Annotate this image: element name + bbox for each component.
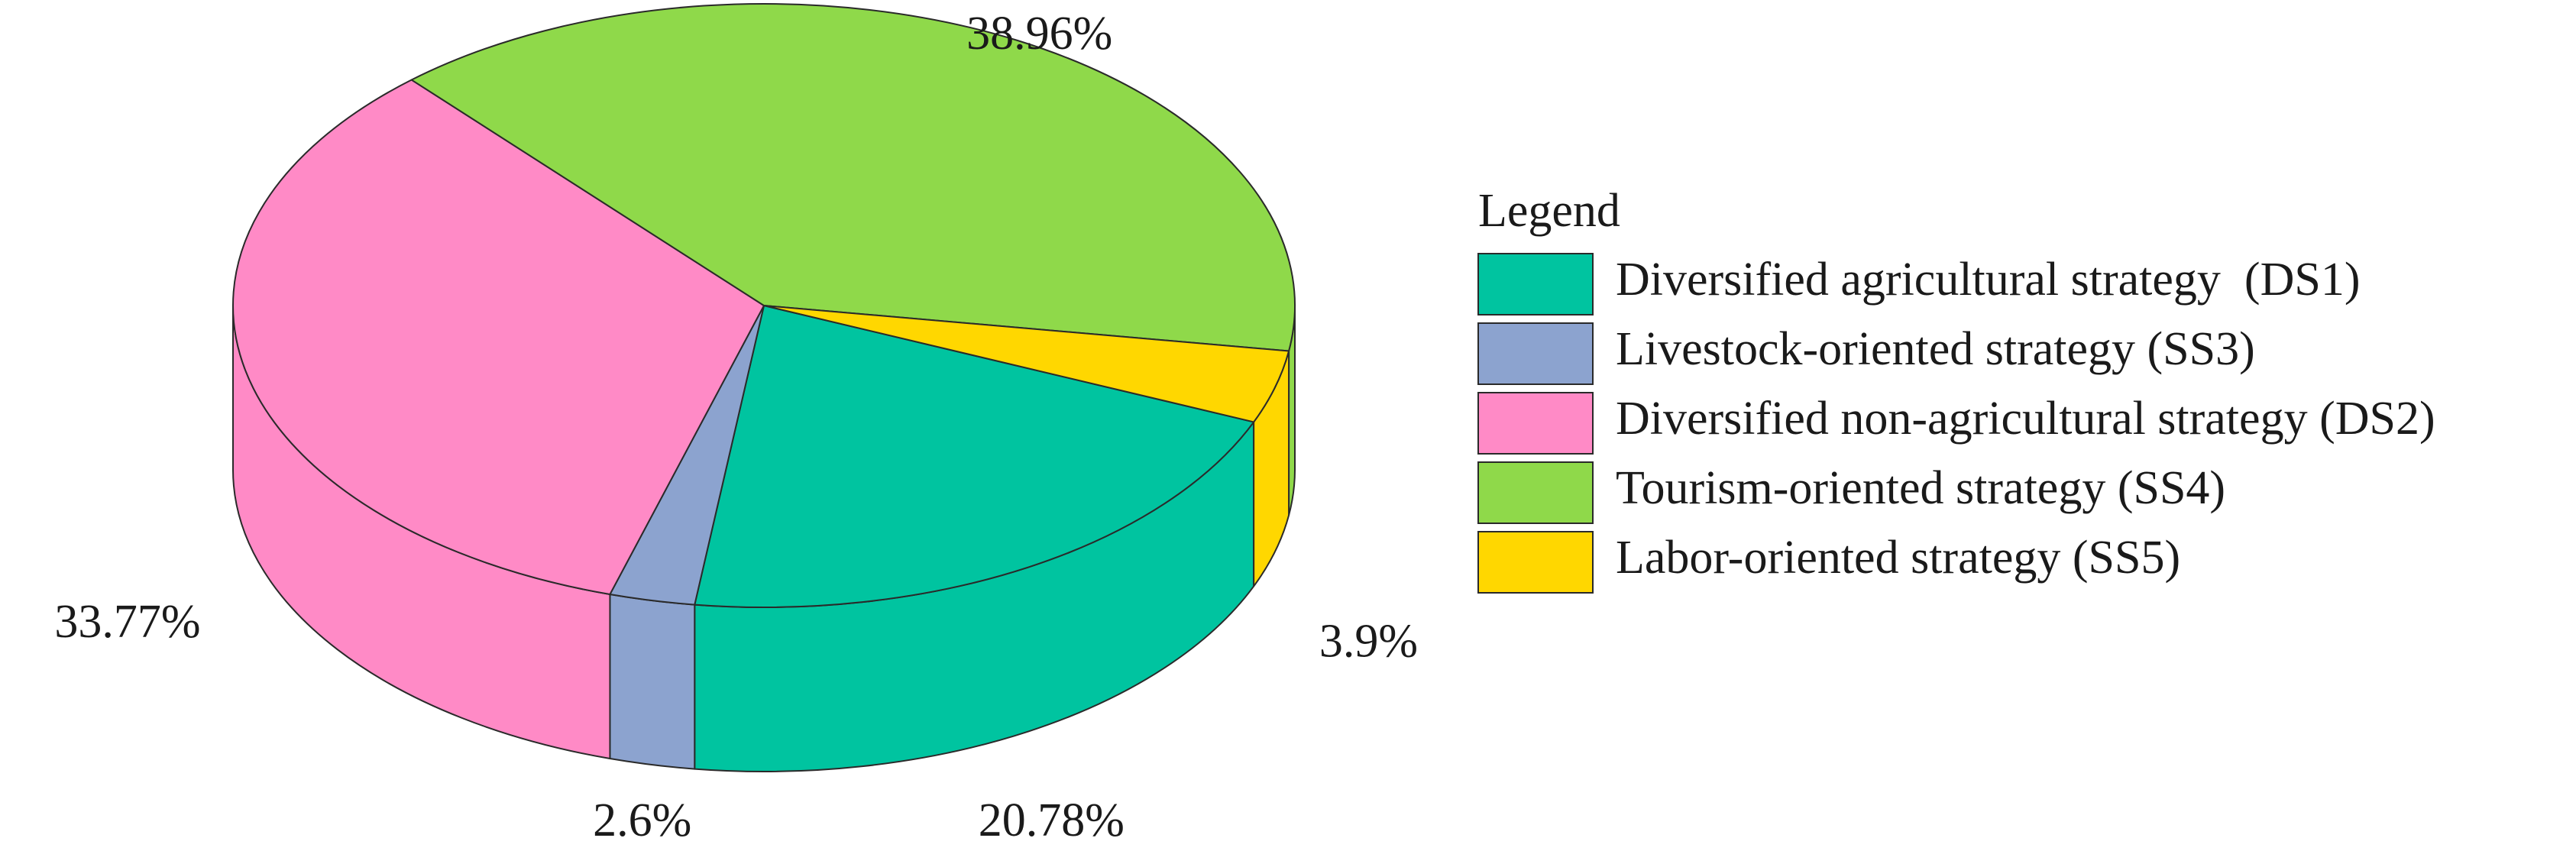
value-label: 33.77% bbox=[54, 596, 200, 648]
value-label: 38.96% bbox=[966, 8, 1112, 60]
legend-label: Diversified agricultural strategy (DS1) bbox=[1616, 254, 2360, 306]
legend-swatch bbox=[1477, 392, 1594, 455]
value-label: 2.6% bbox=[593, 794, 691, 846]
legend-label: Tourism-oriented strategy (SS4) bbox=[1616, 462, 2225, 514]
value-label: 20.78% bbox=[979, 794, 1125, 846]
legend-swatch bbox=[1477, 461, 1594, 524]
legend-swatch bbox=[1477, 531, 1594, 594]
value-label: 3.9% bbox=[1319, 616, 1418, 668]
legend-label: Diversified non-agricultural strategy (D… bbox=[1616, 393, 2435, 445]
slice bbox=[694, 305, 1255, 608]
slice-side bbox=[609, 594, 696, 770]
slice bbox=[410, 3, 1296, 352]
slice bbox=[232, 79, 765, 596]
slice bbox=[763, 305, 1290, 423]
legend-label: Livestock-oriented strategy (SS3) bbox=[1616, 323, 2255, 375]
legend-swatch bbox=[1477, 322, 1594, 385]
legend-label: Labor-oriented strategy (SS5) bbox=[1616, 532, 2180, 584]
legend-swatch bbox=[1477, 253, 1594, 315]
legend-title: Legend bbox=[1478, 185, 1620, 237]
